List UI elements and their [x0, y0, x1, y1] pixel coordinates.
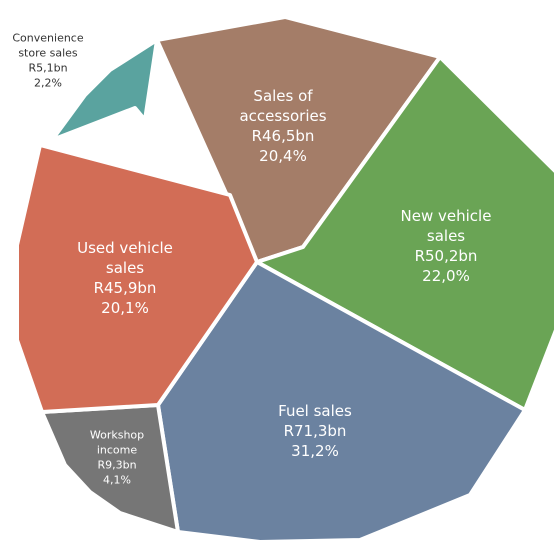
pie-labels: Sales of accessories R46,5bn 20,4% New vehic…: [12, 32, 491, 487]
pie-label-line: Workshop: [90, 429, 144, 442]
pie-label-line: R45,9bn: [94, 279, 157, 297]
pie-label-2: Fuel sales R71,3bn 31,2%: [278, 402, 352, 460]
pie-label-0: Sales of accessories R46,5bn 20,4%: [239, 87, 326, 165]
pie-slices: [15, 15, 556, 544]
pie-label-line: Convenience: [12, 32, 83, 45]
pie-slice-4: [15, 143, 259, 414]
pie-slice-5: [50, 38, 159, 142]
pie-label-5: Convenience store sales R5,1bn 2,2%: [12, 32, 83, 90]
pie-label-line: sales: [106, 259, 144, 277]
pie-label-line: New vehicle: [401, 207, 492, 225]
pie-label-line: R50,2bn: [415, 247, 478, 265]
pie-label-line: R71,3bn: [284, 422, 347, 440]
pie-label-line: 20,4%: [259, 147, 307, 165]
pie-label-line: 22,0%: [422, 267, 470, 285]
pie-label-3: Workshop income R9,3bn 4,1%: [90, 429, 144, 487]
pie-label-line: R5,1bn: [28, 62, 67, 75]
pie-label-line: Sales of: [253, 87, 313, 105]
pie-label-line: 4,1%: [103, 474, 131, 487]
pie-label-1: New vehicle sales R50,2bn 22,0%: [401, 207, 492, 285]
pie-label-line: accessories: [239, 107, 326, 125]
pie-label-line: R9,3bn: [97, 459, 136, 472]
pie-label-line: 2,2%: [34, 77, 62, 90]
pie-label-line: sales: [427, 227, 465, 245]
pie-label-line: store sales: [18, 47, 78, 60]
pie-label-4: Used vehicle sales R45,9bn 20,1%: [77, 239, 173, 317]
pie-label-line: 20,1%: [101, 299, 149, 317]
pie-label-line: R46,5bn: [252, 127, 315, 145]
pie-label-line: income: [97, 444, 138, 457]
pie-label-line: Used vehicle: [77, 239, 173, 257]
pie-label-line: 31,2%: [291, 442, 339, 460]
pie-label-line: Fuel sales: [278, 402, 352, 420]
